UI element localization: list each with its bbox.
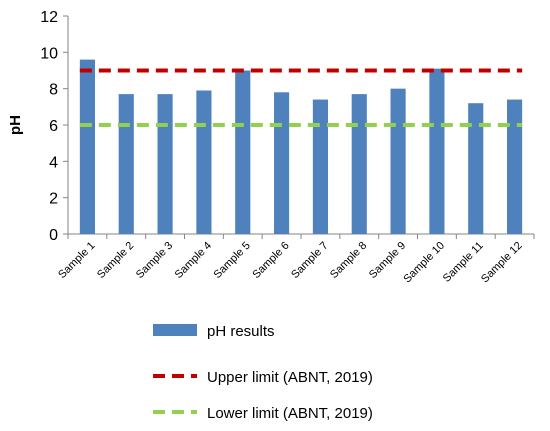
- y-tick-label: 10: [40, 45, 58, 62]
- y-ticks: 0 2 4 6 8 10 12: [40, 9, 68, 244]
- bar-10: [429, 68, 445, 234]
- x-tick-label: Sample 3: [134, 240, 175, 281]
- x-tick-label: Sample 7: [289, 240, 330, 281]
- bar-4: [196, 90, 212, 234]
- legend: pH results Upper limit (ABNT, 2019) Lower …: [153, 323, 373, 422]
- legend-label-ph-results: pH results: [207, 323, 275, 340]
- x-tick-label: Sample 5: [212, 240, 253, 281]
- bar-7: [312, 99, 328, 234]
- x-tick-label: Sample 8: [328, 240, 369, 281]
- x-tick-label: Sample 10: [401, 240, 447, 286]
- x-tick-label: Sample 1: [56, 240, 97, 281]
- y-tick-label: 6: [49, 118, 58, 135]
- legend-swatch-ph-results: [153, 324, 197, 336]
- bar-1: [79, 59, 95, 234]
- legend-label-lower-limit: Lower limit (ABNT, 2019): [207, 405, 373, 422]
- bar-12: [507, 99, 523, 234]
- x-tick-label: Sample 12: [479, 240, 525, 286]
- y-tick-label: 0: [49, 227, 58, 244]
- x-tick-label: Sample 6: [250, 240, 291, 281]
- x-tick-label: Sample 9: [367, 240, 408, 281]
- reference-lines: [79, 68, 523, 127]
- y-axis-label: pH: [7, 115, 24, 135]
- bar-6: [274, 92, 290, 234]
- bar-5: [235, 70, 251, 234]
- y-tick-label: 2: [49, 191, 58, 208]
- x-tick-label: Sample 4: [173, 240, 214, 281]
- bar-3: [157, 94, 173, 234]
- legend-label-upper-limit: Upper limit (ABNT, 2019): [207, 369, 373, 386]
- bar-11: [468, 103, 484, 234]
- y-tick-label: 12: [40, 9, 58, 26]
- bar-2: [118, 94, 134, 234]
- y-tick-label: 4: [49, 154, 58, 171]
- bar-9: [390, 88, 406, 235]
- y-tick-label: 8: [49, 82, 58, 99]
- x-tick-label: Sample 2: [95, 240, 136, 281]
- bars: [79, 59, 523, 235]
- bar-8: [351, 94, 367, 234]
